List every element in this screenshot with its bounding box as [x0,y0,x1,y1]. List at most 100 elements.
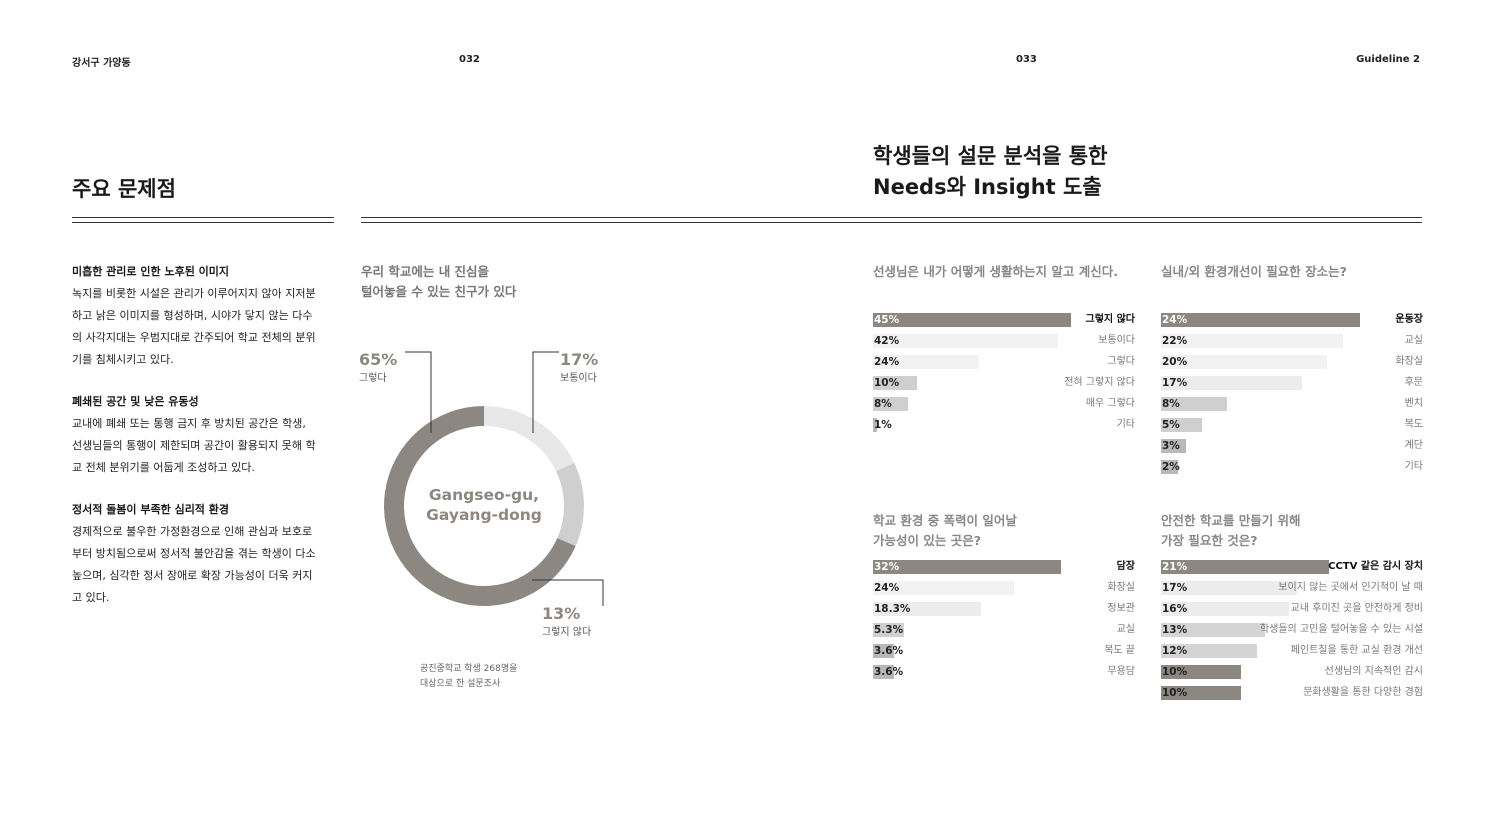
bar-row: 13% 학생들의 고민을 털어놓을 수 있는 시설 [1161,623,1423,637]
bar [873,418,878,432]
issue-title: 미흡한 관리로 인한 노후된 이미지 [72,265,229,278]
pie-question-line1: 우리 학교에는 내 진심을 [361,264,490,279]
bar-category-label: 선생님의 지속적인 감시 [1324,666,1423,677]
page-title-left: 주요 문제점 [72,177,176,201]
issue-block: 미흡한 관리로 인한 노후된 이미지 녹지를 비롯한 시설은 관리가 이루어지지… [72,263,318,371]
bar-row: 32% 담장 [873,560,1135,574]
bar-category-label: 복도 [1404,419,1423,430]
survey-note: 공진중학교 학생 268명을 대상으로 한 설문조사 [420,662,517,692]
bar [873,397,909,411]
bar-category-label: 화장실 [1395,356,1423,367]
bar-row: 3% 계단 [1161,439,1423,453]
pie-category-label: 그렇다 [359,373,387,384]
issue-body: 녹지를 비롯한 시설은 관리가 이루어지지 않아 지저분하고 낡은 이미지를 형… [72,287,316,366]
bar-row: 16% 교내 후미진 곳을 안전하게 정비 [1161,602,1423,616]
bar-row: 3.6% 복도 끝 [873,644,1135,658]
right-title-line2: Needs와 Insight 도출 [873,175,1102,199]
bar-row: 18.3% 정보관 [873,602,1135,616]
bar [1161,355,1327,369]
pie-question-line2: 털어놓을 수 있는 친구가 있다 [361,284,517,299]
bar [873,313,1071,327]
bar-value-label: 20% [1162,356,1188,368]
bar-value-label: 12% [1162,645,1188,657]
leader-line-65 [405,351,432,433]
bar [1161,623,1265,637]
bar-category-label: 그렇지 않다 [1085,314,1135,325]
bar-value-label: 45% [874,314,900,326]
donut-center-line1: Gangseo-gu, [429,486,539,504]
bar-category-label: 담장 [1116,561,1135,572]
bar [873,602,981,616]
bar [873,376,917,390]
leader-line-17 [532,351,559,433]
bar [873,560,1061,574]
bar-row: 8% 벤치 [1161,397,1423,411]
bar-value-label: 22% [1162,335,1188,347]
bar-row: 10% 선생님의 지속적인 감시 [1161,665,1423,679]
bar [1161,376,1302,390]
bar [1161,581,1297,595]
bar-value-label: 32% [874,561,900,573]
issue-block: 정서적 돌봄이 부족한 심리적 환경 경제적으로 불우한 가정환경으로 인해 관… [72,501,318,609]
bar-row: 10% 문화생활을 통한 다양한 경험 [1161,686,1423,700]
bar-category-label: 교실 [1404,335,1423,346]
bar-category-label: 벤치 [1404,398,1423,409]
bar-value-label: 16% [1162,603,1188,615]
pie-question: 우리 학교에는 내 진심을 털어놓을 수 있는 친구가 있다 [361,262,516,302]
bar-category-label: 기타 [1116,419,1135,430]
bar [873,623,905,637]
bar [1161,418,1203,432]
bar-row: 24% 화장실 [873,581,1135,595]
issue-block: 폐쇄된 공간 및 낮은 유동성 교내에 폐쇄 또는 통행 금지 후 방치된 공간… [72,393,318,479]
bar [1161,439,1186,453]
bar-category-label: 복도 끝 [1104,645,1135,656]
bar-row: 24% 운동장 [1161,313,1423,327]
bar-row: 1% 기타 [873,418,1135,432]
chart-title-line1: 학교 환경 중 폭력이 일어날 [873,513,1017,528]
bar-row: 24% 그렇다 [873,355,1135,369]
chart-title-line1: 안전한 학교를 만들기 위해 [1161,513,1301,528]
bar-row: 20% 화장실 [1161,355,1423,369]
pie-category-label: 보통이다 [560,373,597,384]
bar-category-label: 교실 [1116,624,1135,635]
bar-row: 17% 후문 [1161,376,1423,390]
bar-rows: 21% CCTV 같은 감시 장치 17% 보이지 않는 곳에서 인기척이 날 때 16… [1161,551,1423,707]
right-title-line1: 학생들의 설문 분석을 통한 [873,144,1108,168]
bar [873,665,895,679]
chart-title-line2: 가장 필요한 것은? [1161,533,1258,548]
bar-rows: 45% 그렇지 않다 42% 보통이다 24% 그렇다 10% 전혀 그렇지 않다 8% 매우 그… [873,282,1135,439]
bar-value-label: 24% [874,582,900,594]
title-rule-left [72,217,334,223]
pie-pct-label: 65% [359,350,398,369]
pie-pct-label: 17% [560,350,599,369]
bar-value-label: 42% [874,335,900,347]
bar-category-label: 계단 [1404,440,1423,451]
bar-category-label: 운동장 [1395,314,1423,325]
pie-pct-label: 13% [542,604,581,623]
donut-slice [384,406,576,606]
bar-category-label: 보통이다 [1098,335,1135,346]
bar-category-label: 그렇다 [1107,356,1135,367]
bar-value-label: 8% [1162,398,1180,410]
bar-row: 5.3% 교실 [873,623,1135,637]
bar-value-label: 18.3% [874,603,911,615]
title-rule-right [361,217,1422,223]
header-guideline: Guideline 2 [1356,54,1420,65]
pie-callout-65: 65% 그렇다 [359,350,397,384]
donut-arcs [384,406,584,606]
bar-value-label: 8% [874,398,892,410]
bar-category-label: 화장실 [1107,582,1135,593]
chart-safety-needs: 안전한 학교를 만들기 위해 가장 필요한 것은? 21% CCTV 같은 감시 … [1161,511,1423,707]
bar-category-label: 문화생활을 통한 다양한 경험 [1303,687,1423,698]
donut-slice [483,406,575,472]
bar [1161,602,1289,616]
bar-value-label: 3% [1162,440,1180,452]
bar-category-label: 교내 후미진 곳을 안전하게 정비 [1290,603,1423,614]
chart-title: 실내/외 환경개선이 필요한 장소는? [1161,264,1347,279]
donut-chart: Gangseo-gu, Gayang-dong [384,351,604,606]
bar-row: 5% 복도 [1161,418,1423,432]
issue-body: 경제적으로 불우한 가정환경으로 인해 관심과 보호로부터 방치됨으로써 정서적… [72,525,316,604]
bar-row: 45% 그렇지 않다 [873,313,1135,327]
bar-category-label: 후문 [1404,377,1423,388]
bar-value-label: 3.6% [874,666,904,678]
